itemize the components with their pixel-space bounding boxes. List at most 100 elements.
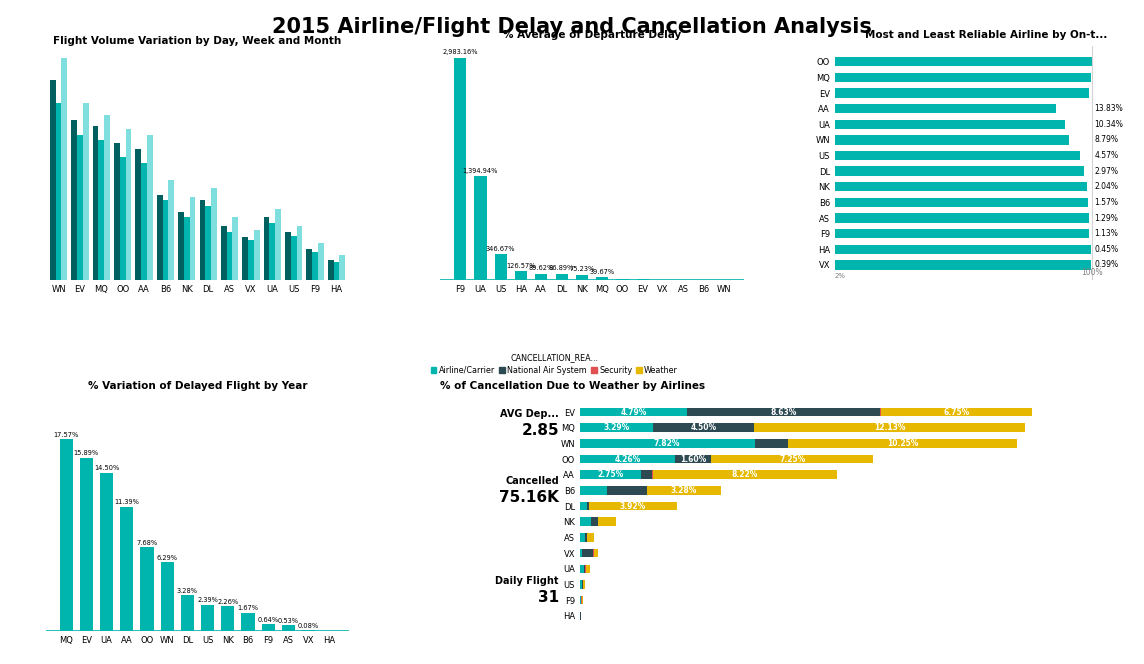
Bar: [104, 115, 110, 280]
Bar: [263, 217, 270, 280]
Text: 4.26%: 4.26%: [614, 455, 641, 463]
Bar: [648, 486, 721, 495]
Bar: [835, 198, 1088, 207]
Bar: [556, 274, 567, 280]
Title: % Variation of Delayed Flight by Year: % Variation of Delayed Flight by Year: [88, 380, 308, 390]
Bar: [328, 260, 334, 280]
Bar: [835, 244, 1091, 254]
Text: AVG Dep...: AVG Dep...: [500, 409, 559, 419]
Bar: [580, 408, 686, 416]
Text: 1.13%: 1.13%: [1095, 229, 1119, 238]
Bar: [835, 151, 1080, 160]
Bar: [201, 605, 214, 631]
Bar: [582, 580, 585, 589]
Text: 1.60%: 1.60%: [680, 455, 706, 463]
Bar: [221, 226, 227, 280]
Text: 10.34%: 10.34%: [1095, 120, 1123, 129]
Bar: [270, 223, 276, 280]
Bar: [580, 564, 585, 573]
Bar: [157, 195, 162, 280]
Text: 14.50%: 14.50%: [94, 465, 119, 471]
Bar: [281, 625, 295, 631]
Bar: [334, 262, 340, 280]
Bar: [212, 188, 217, 280]
Text: 2.26%: 2.26%: [217, 599, 238, 605]
Bar: [71, 120, 77, 280]
Bar: [162, 201, 168, 280]
Bar: [120, 507, 134, 631]
Bar: [80, 457, 93, 631]
Bar: [580, 424, 653, 432]
Bar: [126, 129, 132, 280]
Title: Most and Least Reliable Airline by On-t...: Most and Least Reliable Airline by On-t.…: [865, 30, 1107, 40]
Bar: [291, 236, 296, 280]
Text: 6.75%: 6.75%: [943, 408, 969, 416]
Text: 126.57%: 126.57%: [507, 262, 535, 268]
Bar: [77, 135, 82, 280]
Bar: [589, 502, 676, 511]
Bar: [594, 549, 598, 558]
Text: Cancelled: Cancelled: [506, 475, 559, 485]
Bar: [199, 201, 205, 280]
Text: 0.45%: 0.45%: [1095, 245, 1119, 254]
Bar: [475, 176, 486, 280]
Text: 7.68%: 7.68%: [136, 540, 158, 546]
Bar: [254, 230, 260, 280]
Bar: [686, 408, 880, 416]
Bar: [580, 533, 586, 542]
Bar: [62, 58, 67, 280]
Bar: [586, 564, 590, 573]
Bar: [114, 143, 120, 280]
Bar: [580, 486, 606, 495]
Bar: [835, 260, 1091, 270]
Bar: [184, 217, 190, 280]
Bar: [580, 549, 582, 558]
Bar: [296, 226, 302, 280]
Bar: [580, 502, 587, 511]
Bar: [56, 104, 62, 280]
Bar: [515, 271, 527, 280]
Text: 15.89%: 15.89%: [73, 450, 98, 456]
Text: 4.79%: 4.79%: [620, 408, 646, 416]
Text: Daily Flight: Daily Flight: [495, 576, 559, 586]
Bar: [653, 424, 754, 432]
Bar: [168, 181, 174, 280]
Bar: [276, 209, 281, 280]
Bar: [241, 613, 255, 631]
Text: 10.25%: 10.25%: [888, 439, 919, 448]
Bar: [580, 580, 582, 589]
Bar: [494, 254, 507, 280]
Text: 86.89%: 86.89%: [549, 266, 574, 272]
Bar: [754, 424, 1025, 432]
Text: 8.22%: 8.22%: [731, 470, 758, 479]
Text: 0.64%: 0.64%: [257, 616, 279, 623]
Text: 7.82%: 7.82%: [654, 439, 681, 448]
Bar: [835, 104, 1056, 114]
Bar: [93, 126, 98, 280]
Text: 4.57%: 4.57%: [1095, 151, 1119, 160]
Bar: [606, 486, 646, 495]
Bar: [881, 408, 1032, 416]
Bar: [835, 167, 1085, 176]
Text: 4.50%: 4.50%: [691, 423, 716, 432]
Bar: [755, 439, 788, 448]
Title: Flight Volume Variation by Day, Week and Month: Flight Volume Variation by Day, Week and…: [54, 36, 342, 46]
Bar: [580, 470, 642, 479]
Bar: [248, 240, 254, 280]
Text: 13.83%: 13.83%: [1095, 104, 1123, 113]
Bar: [580, 455, 675, 463]
Text: 0.08%: 0.08%: [299, 623, 319, 629]
Bar: [454, 58, 467, 280]
Bar: [835, 213, 1089, 222]
Text: 8.79%: 8.79%: [1095, 135, 1119, 144]
Bar: [59, 439, 73, 631]
Bar: [596, 278, 609, 280]
Bar: [146, 135, 153, 280]
Text: 2%: 2%: [834, 273, 845, 279]
Bar: [835, 88, 1089, 98]
Bar: [221, 606, 235, 631]
Bar: [181, 595, 194, 631]
Text: 3.28%: 3.28%: [670, 486, 697, 495]
Bar: [100, 473, 113, 631]
Bar: [82, 104, 88, 280]
